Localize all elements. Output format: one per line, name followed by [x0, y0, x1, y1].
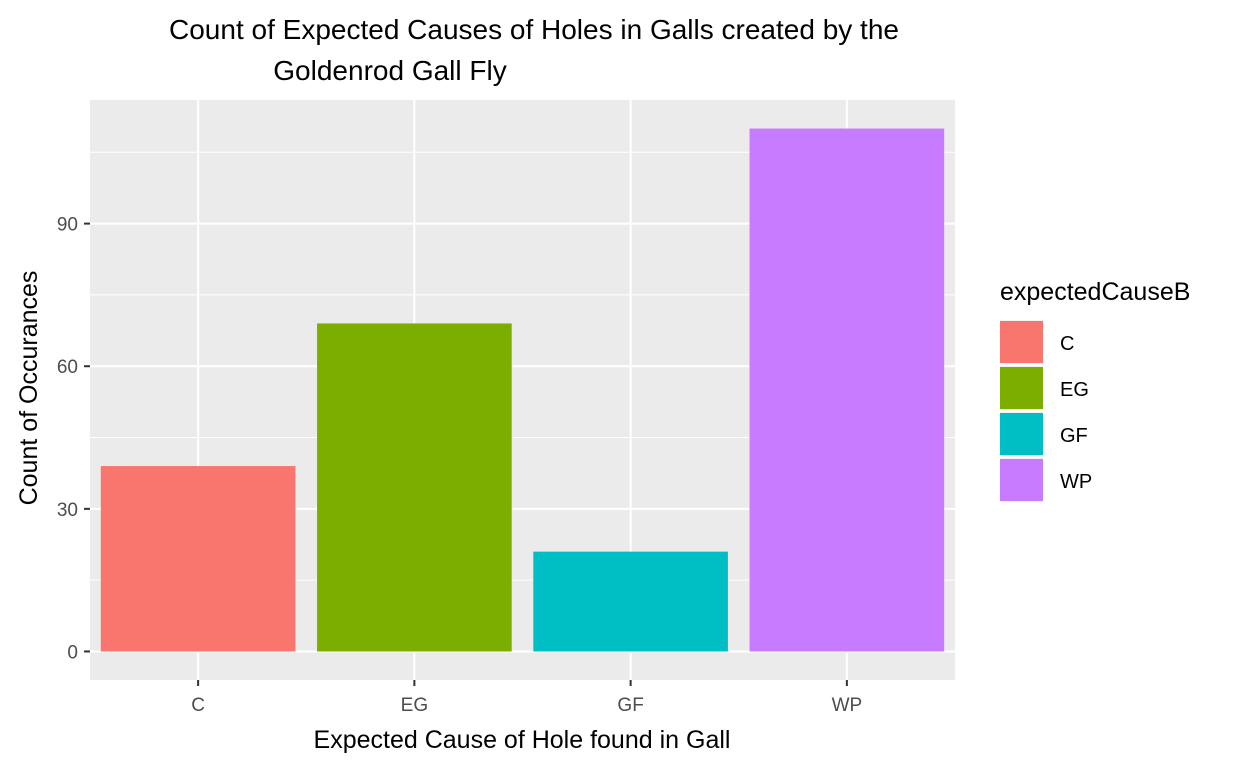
- y-tick-label: 60: [57, 357, 78, 378]
- legend-swatch-eg: [1000, 367, 1043, 409]
- legend-label-gf: GF: [1060, 425, 1088, 447]
- legend-label-c: C: [1060, 333, 1074, 355]
- bars: [100, 128, 945, 652]
- chart-title-line-1: Count of Expected Causes of Holes in Gal…: [169, 14, 899, 45]
- x-tick-label: C: [191, 695, 205, 716]
- y-axis: 0 30 60 90: [57, 215, 90, 663]
- x-axis: C EG GF WP: [191, 680, 862, 716]
- bar-wp: [749, 128, 945, 652]
- x-tick-label: EG: [401, 695, 428, 716]
- bar-eg: [317, 323, 512, 652]
- x-tick-label: GF: [617, 695, 643, 716]
- chart-title: Count of Expected Causes of Holes in Gal…: [169, 14, 899, 86]
- x-axis-title: Expected Cause of Hole found in Gall: [314, 726, 731, 754]
- bar-gf: [533, 551, 728, 652]
- legend-items: C EG GF WP: [1000, 320, 1092, 502]
- legend: expectedCauseB C EG GF WP: [1000, 278, 1190, 502]
- legend-label-wp: WP: [1060, 471, 1092, 493]
- legend-title: expectedCauseB: [1000, 278, 1190, 306]
- y-axis-title: Count of Occurances: [15, 271, 43, 506]
- x-tick-label: WP: [832, 695, 863, 716]
- y-tick-label: 90: [57, 215, 78, 236]
- chart-title-line-2: Goldenrod Gall Fly: [273, 55, 506, 86]
- bar-c: [100, 466, 296, 652]
- legend-swatch-c: [1000, 321, 1043, 363]
- legend-label-eg: EG: [1060, 379, 1089, 401]
- y-tick-label: 30: [57, 500, 78, 521]
- legend-swatch-wp: [1000, 459, 1043, 501]
- y-tick-label: 0: [67, 642, 78, 663]
- legend-swatch-gf: [1000, 413, 1043, 455]
